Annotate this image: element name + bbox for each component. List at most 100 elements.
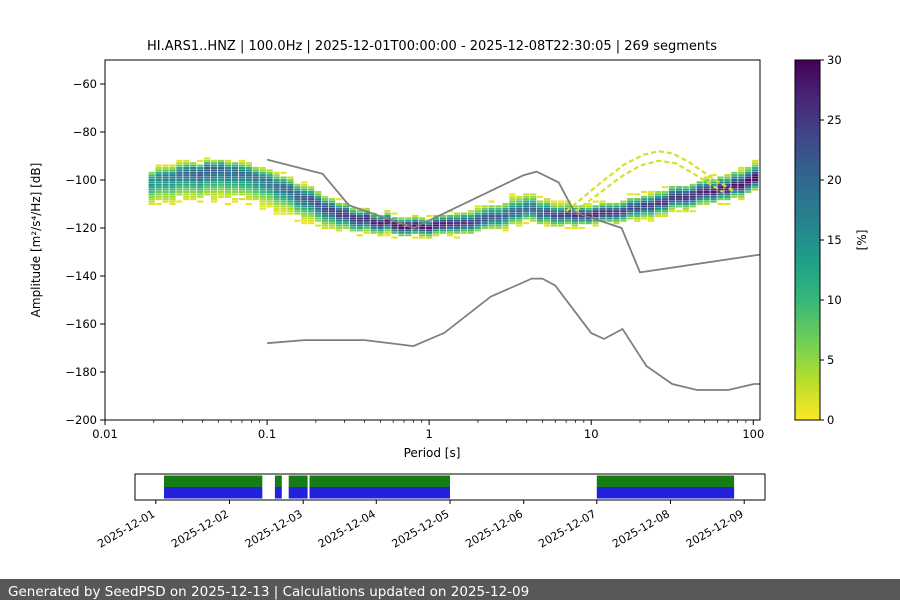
heat-cell [245, 183, 252, 186]
heat-cell [648, 207, 655, 210]
heat-cell [446, 226, 454, 229]
heat-cell [710, 174, 717, 177]
heat-cell [322, 214, 329, 217]
heat-cell [287, 210, 294, 213]
heat-cell [155, 186, 162, 189]
heat-cell [474, 224, 481, 227]
heat-cell [315, 212, 322, 215]
heat-cell [426, 224, 433, 227]
heat-cell [606, 217, 613, 220]
heat-cell [550, 214, 558, 217]
heat-cell [453, 217, 460, 220]
heat-cell [648, 193, 655, 196]
heat-cell [301, 195, 308, 198]
heat-cell [592, 210, 599, 213]
heat-cell [211, 166, 218, 169]
x-tick-label: 0.1 [258, 427, 276, 441]
heat-cell [474, 212, 481, 215]
heat-cell [148, 176, 155, 179]
heat-cell [218, 188, 225, 191]
heat-cell [259, 166, 266, 169]
heat-cell [675, 186, 682, 189]
heat-cell [273, 207, 280, 210]
heat-cell [655, 190, 662, 193]
heat-cell [405, 229, 412, 232]
heat-cell [294, 207, 301, 210]
heat-cell [405, 231, 412, 234]
heat-cell [620, 219, 627, 222]
heat-cell [571, 219, 578, 222]
heat-cell [509, 214, 516, 217]
heat-cell [544, 202, 551, 205]
heat-cell [162, 188, 169, 191]
secondary-mode-arcs [565, 150, 734, 213]
heat-cell [155, 169, 162, 172]
heat-cell [426, 222, 433, 225]
heat-cell [162, 193, 169, 196]
timeline-date-label: 2025-12-09 [684, 507, 746, 550]
heat-cell [689, 205, 696, 208]
heat-cell [724, 195, 731, 198]
heat-cell [592, 200, 599, 203]
heat-cell [363, 222, 370, 225]
heat-cell [266, 174, 273, 177]
heat-cell [439, 229, 447, 232]
heat-cell [682, 190, 689, 193]
heat-cell [224, 171, 232, 174]
heat-cell [342, 219, 349, 222]
heat-cell [453, 231, 460, 234]
heat-cell [155, 202, 162, 205]
heat-cell [231, 183, 238, 186]
heat-cell [287, 200, 294, 203]
heat-cell [294, 205, 301, 208]
heat-cell [169, 176, 176, 179]
heat-cell [273, 176, 280, 179]
heat-cell [523, 195, 530, 198]
heat-cell [439, 222, 447, 225]
heat-cell [502, 212, 509, 215]
heat-cell [280, 171, 287, 174]
heat-cell [162, 166, 169, 169]
heat-cell [398, 224, 405, 227]
heat-cell [516, 205, 523, 208]
heat-cell [696, 183, 703, 186]
heat-cell [273, 205, 280, 208]
heat-cell [342, 210, 349, 213]
heat-cell [509, 207, 516, 210]
heat-cell [287, 205, 294, 208]
heat-cell [211, 159, 218, 162]
heat-cell [280, 202, 287, 205]
heat-cell [162, 178, 169, 181]
heat-cell [578, 219, 585, 222]
heat-cell [516, 222, 523, 225]
heat-cell [627, 200, 634, 203]
heat-cell [696, 188, 703, 191]
heat-cell [564, 219, 571, 222]
heat-cell [495, 207, 502, 210]
heat-cell [641, 202, 648, 205]
heat-cell [564, 205, 571, 208]
heat-cell [259, 183, 266, 186]
heat-cell [308, 222, 315, 225]
heat-cell [724, 178, 731, 181]
heat-cell [322, 210, 329, 213]
heat-cell [273, 193, 280, 196]
timeline-date-label: 2025-12-07 [536, 507, 598, 550]
heat-cell [613, 205, 620, 208]
heat-cell [710, 195, 717, 198]
heat-cell [169, 186, 176, 189]
heat-cell [710, 198, 717, 201]
heat-cell [238, 169, 245, 172]
heat-cell [412, 224, 419, 227]
heat-cell [363, 212, 370, 215]
heat-cell [675, 188, 682, 191]
heat-cell [176, 178, 183, 181]
heat-cell [211, 176, 218, 179]
heat-cell [197, 183, 204, 186]
heat-cell [703, 176, 710, 179]
heat-cell [176, 174, 183, 177]
heat-cell [391, 236, 398, 239]
heat-cell [731, 190, 738, 193]
heat-cell [738, 166, 745, 169]
heat-cell [467, 224, 474, 227]
